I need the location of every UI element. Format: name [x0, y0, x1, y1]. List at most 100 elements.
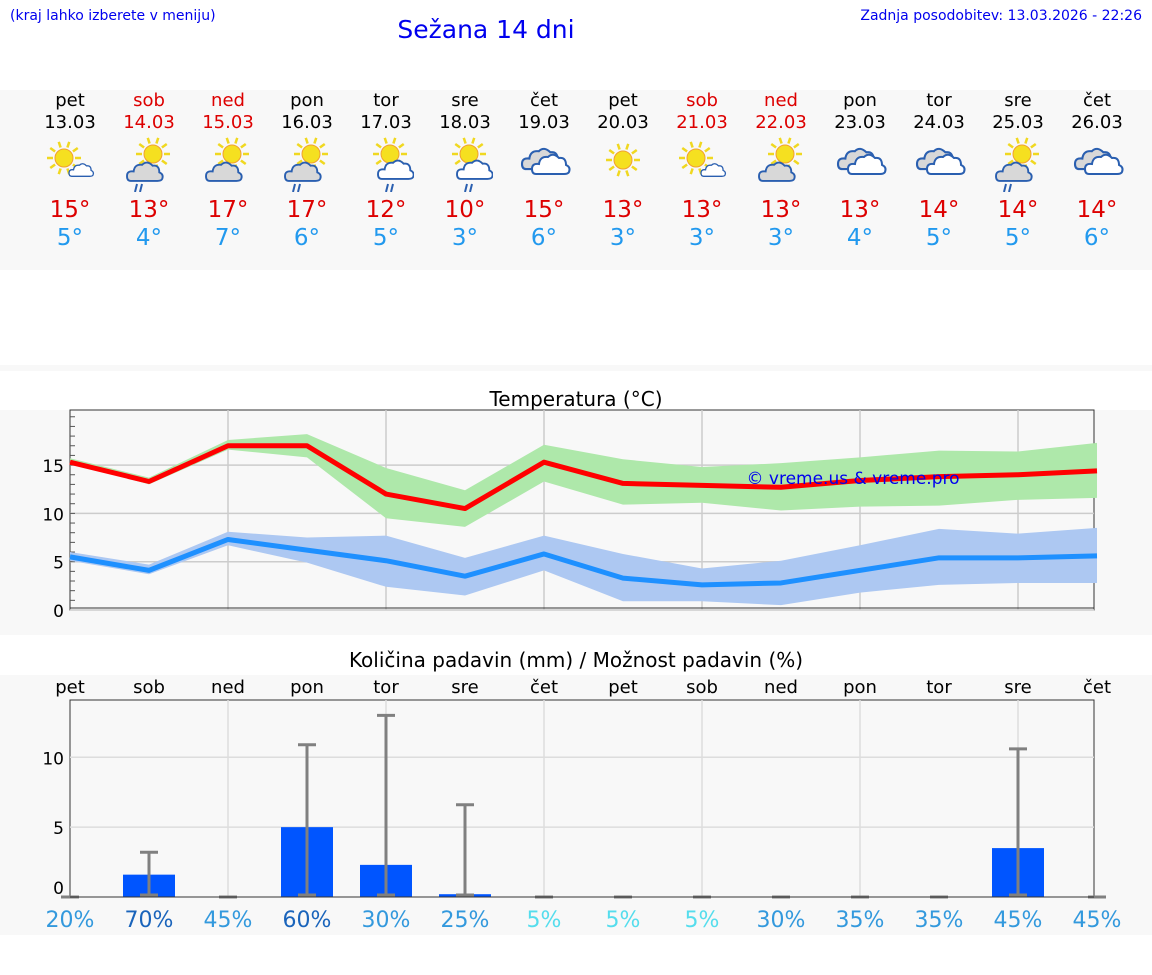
day-column: pon 23.03 13° 4° — [820, 90, 900, 252]
day-name: pon — [290, 90, 324, 111]
max-temp: 13° — [839, 197, 881, 223]
day-name: sre — [1004, 90, 1032, 111]
day-date: 24.03 — [913, 112, 965, 133]
day-column: ned 15.03 17° 7° — [188, 90, 268, 252]
precip-probability: 5% — [527, 908, 562, 933]
max-temp: 15° — [49, 197, 91, 223]
min-temp: 5° — [1004, 225, 1032, 251]
precipitation-chart-title: Količina padavin (mm) / Možnost padavin … — [348, 648, 804, 672]
day-date: 13.03 — [44, 112, 96, 133]
day-column: pon 16.03 17° 6° — [267, 90, 347, 252]
day-name: ned — [764, 90, 798, 111]
min-temp: 3° — [451, 225, 479, 251]
day-date: 14.03 — [123, 112, 175, 133]
precip-probability: 45% — [204, 908, 253, 933]
weather-icon-sun-grey-cloud-rain — [284, 137, 328, 192]
weather-icon-sun-small-cloud — [47, 141, 95, 177]
max-temp: 13° — [681, 197, 723, 223]
precip-probability: 30% — [757, 908, 806, 933]
day-date: 25.03 — [992, 112, 1044, 133]
day-date: 23.03 — [834, 112, 886, 133]
day-column: tor 17.03 12° 5° — [346, 90, 426, 252]
precip-probability: 45% — [1073, 908, 1122, 933]
weather-icon-sun-grey-cloud-rain — [995, 137, 1039, 192]
day-date: 22.03 — [755, 112, 807, 133]
precip-probability: 45% — [994, 908, 1043, 933]
day-date: 16.03 — [281, 112, 333, 133]
precip-probability: 70% — [125, 908, 174, 933]
day-name: pet — [608, 90, 638, 111]
day-date: 17.03 — [360, 112, 412, 133]
x-category-label: ned — [764, 677, 798, 698]
max-temp: 13° — [602, 197, 644, 223]
x-category-label: pon — [843, 677, 877, 698]
day-date: 18.03 — [439, 112, 491, 133]
min-temp: 3° — [688, 225, 716, 251]
weather-icon-sun-grey-cloud-rain — [126, 137, 170, 192]
precip-probability: 20% — [46, 908, 95, 933]
x-category-label: tor — [373, 677, 399, 698]
max-temp: 14° — [1076, 197, 1118, 223]
min-temp: 5° — [925, 225, 953, 251]
divider — [0, 365, 1152, 371]
precip-probability: 30% — [362, 908, 411, 933]
x-category-label: pon — [290, 677, 324, 698]
max-temp: 14° — [918, 197, 960, 223]
day-column: pet 13.03 15° 5° — [30, 90, 110, 252]
day-column: čet 19.03 15° 6° — [504, 90, 584, 252]
day-date: 21.03 — [676, 112, 728, 133]
weather-icon-sun-white-cloud-rain — [452, 137, 493, 192]
weather-icon-sun-grey-cloud — [758, 137, 802, 182]
temperature-chart: 0 5 10 15 © vreme.us & vreme.pro — [42, 409, 1098, 622]
daily-forecast-band — [0, 90, 1152, 270]
day-date: 19.03 — [518, 112, 570, 133]
precip-probability: 35% — [915, 908, 964, 933]
precip-probability: 5% — [685, 908, 720, 933]
min-temp: 6° — [1083, 225, 1111, 251]
weather-icon-clouds — [1073, 147, 1124, 175]
min-temp: 6° — [530, 225, 558, 251]
max-temp: 13° — [128, 197, 170, 223]
max-temp: 10° — [444, 197, 486, 223]
day-name: sob — [133, 90, 165, 111]
max-temp: 12° — [365, 197, 407, 223]
min-temp-line — [69, 536, 1098, 588]
x-category-label: sob — [133, 677, 165, 698]
weather-icon-sun — [606, 143, 640, 177]
day-column: pet 20.03 13° 3° — [583, 90, 663, 252]
y-tick-label: 0 — [53, 879, 64, 899]
day-column: sre 18.03 10° 3° — [425, 90, 505, 252]
x-category-label: pet — [55, 677, 85, 698]
day-column: sre 25.03 14° 5° — [978, 90, 1058, 252]
weather-icon-sun-white-cloud-rain — [373, 137, 414, 192]
day-name: sre — [451, 90, 479, 111]
day-name: pon — [843, 90, 877, 111]
weather-icon-sun-grey-cloud — [205, 137, 249, 182]
day-name: ned — [211, 90, 245, 111]
y-tick-label: 10 — [42, 505, 64, 525]
precip-probability: 25% — [441, 908, 490, 933]
weather-icon-clouds — [915, 147, 966, 175]
plot-area — [69, 699, 1095, 898]
last-updated: Zadnja posodobitev: 13.03.2026 - 22:26 — [860, 8, 1142, 24]
precipitation-chart: pet sob ned pon tor sre čet pet sob ned pon tor sre č… — [42, 677, 1122, 933]
x-category-label: ned — [211, 677, 245, 698]
x-category-label: sre — [451, 677, 478, 698]
day-name: pet — [55, 90, 85, 111]
day-column: čet 26.03 14° 6° — [1057, 90, 1137, 252]
day-name: tor — [926, 90, 952, 111]
weather-icon-sun-small-cloud — [679, 141, 727, 177]
y-tick-label: 15 — [42, 457, 64, 477]
y-tick-label: 5 — [53, 819, 64, 839]
x-category-label: čet — [1083, 677, 1111, 698]
min-temp: 5° — [56, 225, 84, 251]
page-title: Sežana 14 dni — [397, 15, 575, 44]
max-temp: 17° — [207, 197, 249, 223]
min-temp: 7° — [214, 225, 242, 251]
min-temp: 3° — [609, 225, 637, 251]
day-date: 15.03 — [202, 112, 254, 133]
max-temp-line — [69, 443, 1098, 512]
precip-probability: 35% — [836, 908, 885, 933]
x-category-label: pet — [608, 677, 638, 698]
day-name: čet — [529, 90, 559, 111]
